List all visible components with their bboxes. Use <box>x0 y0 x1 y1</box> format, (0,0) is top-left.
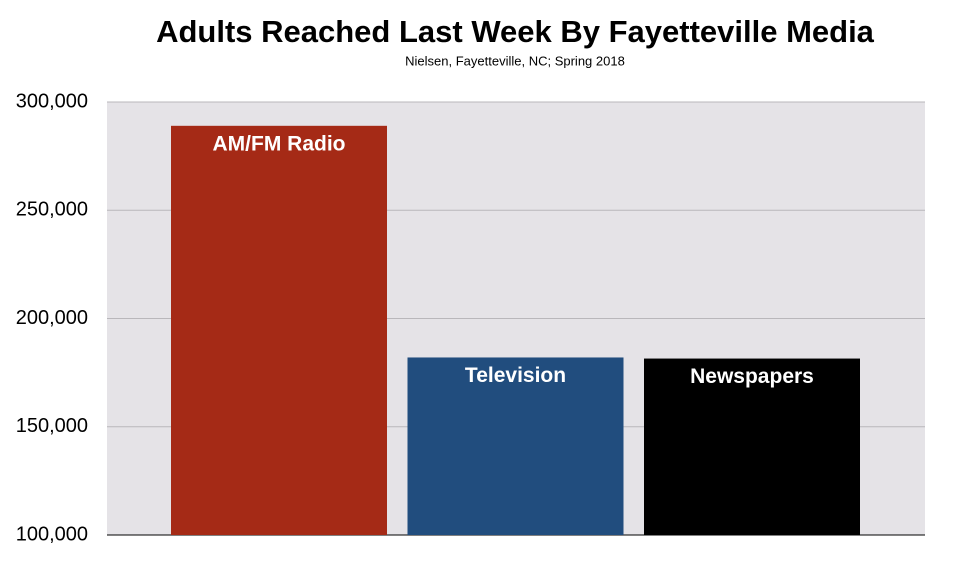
y-tick-label: 250,000 <box>16 199 88 221</box>
chart-title: Adults Reached Last Week By Fayetteville… <box>156 14 875 49</box>
y-tick-label: 200,000 <box>16 307 88 329</box>
bar-category-label: AM/FM Radio <box>213 132 346 155</box>
bar-category-label: Newspapers <box>690 365 814 388</box>
y-tick-label: 100,000 <box>16 523 88 545</box>
chart-subtitle: Nielsen, Fayetteville, NC; Spring 2018 <box>405 53 625 68</box>
bar <box>644 358 860 535</box>
bar <box>171 125 387 535</box>
y-tick-label: 150,000 <box>16 415 88 437</box>
y-tick-label: 300,000 <box>16 90 88 112</box>
bar-category-label: Television <box>465 364 566 387</box>
bar <box>407 357 624 535</box>
